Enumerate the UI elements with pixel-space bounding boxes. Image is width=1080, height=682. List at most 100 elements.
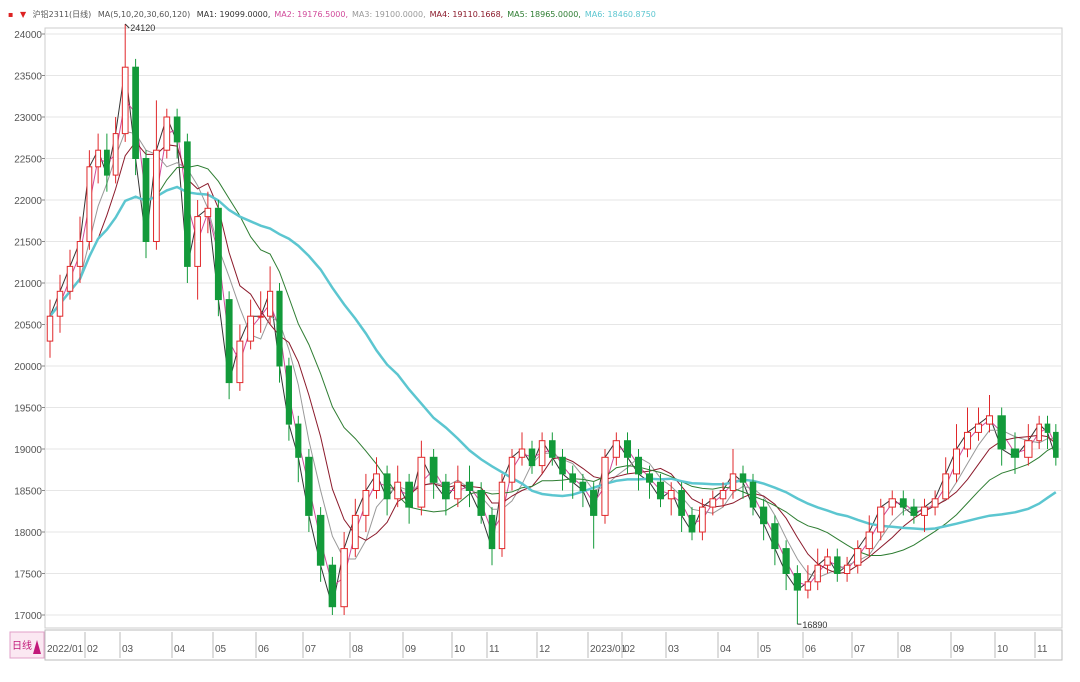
y-tick-label: 23500 [14,72,42,83]
candle [373,457,380,499]
candle [910,498,918,524]
candle-body [276,290,283,367]
candle [824,548,831,574]
candle [442,473,450,516]
candle [997,407,1006,466]
candle-body [804,581,812,591]
candle-body [877,506,885,533]
candle [1036,415,1042,449]
candle-body [295,423,302,458]
candle-body [834,556,841,575]
candle [276,283,283,383]
candle-body [612,440,620,458]
candle [285,357,292,441]
y-tick-label: 17500 [14,570,42,581]
candle-body [46,315,54,342]
candle [204,191,212,234]
y-tick-label: 23000 [14,113,42,124]
x-tick-label: 02 [624,644,636,655]
candle [931,490,939,516]
candle-body [204,207,212,218]
candle [173,108,181,159]
candle [760,498,768,541]
candle [305,449,313,532]
candle-body [569,473,577,483]
candle [793,565,801,625]
candle-body [477,490,485,516]
candle-body [590,490,598,516]
candle [429,449,438,499]
candle [538,432,546,474]
y-tick-label: 21000 [14,279,42,290]
y-tick-label: 21500 [14,238,42,249]
candle [340,532,348,615]
candle [295,415,302,483]
ma-value-2: MA2: 19176.5000, [274,10,349,19]
candle-body [257,315,264,318]
candle-body [454,481,462,500]
candle-body [656,481,665,500]
candle [328,556,337,615]
candle [612,432,620,466]
candle [963,407,972,458]
candle [488,507,496,566]
candle-body [214,207,222,301]
candle-body [194,216,201,267]
candle [316,507,325,582]
ma-value-4: MA4: 19110.1668, [429,10,504,19]
x-tick-label: 10 [997,644,1009,655]
candle [974,407,983,441]
candle [1053,424,1059,466]
plot-frame [44,27,1063,629]
candle-body [132,66,139,159]
candle-body [749,481,757,508]
candle-body [1010,448,1020,458]
ma-line-ma2 [49,99,1057,587]
candle-body [548,440,556,458]
candle-body [417,456,426,508]
candle [121,24,129,142]
x-tick-label: 05 [215,644,227,655]
candle [888,490,896,516]
candle [843,556,851,582]
candle [634,449,643,491]
candle [46,299,54,358]
candle [112,117,119,184]
candle-body [103,149,110,176]
triangle-up-icon[interactable] [33,640,41,654]
candle-body [383,473,391,500]
candle [132,58,139,176]
ma-value-5: MA5: 18965.0000, [507,10,581,19]
candle-body [316,514,325,566]
high-annotation: 24120 [130,23,155,33]
candle-body [184,141,191,267]
candle [257,291,264,333]
x-tick-label: 09 [953,644,965,655]
y-tick-label: 22000 [14,196,42,207]
candle-body [888,498,896,508]
candle [667,482,675,516]
candle [548,432,556,466]
candle [86,150,93,250]
x-tick-label: 07 [854,644,866,655]
candle-body [394,481,402,500]
candle-body [601,456,609,516]
candle-body [559,456,566,475]
candle-body [739,473,747,483]
candle [749,473,757,516]
candle-body [142,158,150,242]
dropdown-marker-icon[interactable]: ▼ [19,10,27,19]
candle [590,482,598,549]
y-tick-label: 18000 [14,528,42,539]
candle-body [899,498,907,508]
candle [942,457,950,500]
candle-body [667,490,675,500]
candle [865,515,873,557]
candle [1044,415,1051,449]
legend-marker-icon: ▪ [8,10,14,19]
candle [498,473,506,557]
candle-body [942,473,950,500]
candle [362,473,370,532]
candle-body [153,149,160,242]
